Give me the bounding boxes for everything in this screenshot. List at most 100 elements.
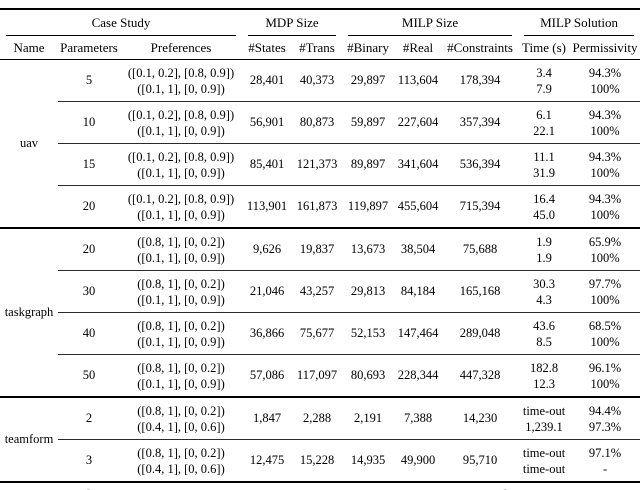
cell-trans: 43,257 [292, 270, 343, 313]
cell-parameters: 20 [58, 185, 120, 228]
cell-constraints: 165,168 [442, 270, 519, 313]
cell-preferences: ([0.8, 1], [0, 0.2]) ([0.4, 1], [0, 0.6]… [120, 439, 242, 482]
col-name: Name [0, 36, 58, 60]
preference-line: ([0.1, 1], [0, 0.9]) [137, 292, 225, 307]
cell-time: 11.1 31.9 [518, 143, 571, 186]
time-line: 30.3 [533, 276, 555, 291]
time-line: 43.6 [533, 318, 555, 333]
cell-preferences: ([0.1, 0.2], [0.8, 0.9]) ([0.1, 1], [0, … [120, 60, 242, 102]
cell-parameters: 20 [58, 227, 120, 271]
cell-preferences: ([0.8, 1], [0, 0.2]) ([0.1, 1], [0, 0.9]… [120, 270, 242, 313]
preference-line: ([0.8, 1], [0, 0.2]) [137, 234, 225, 249]
time-line: 31.9 [533, 165, 555, 180]
cell-constraints: 447,328 [442, 354, 519, 397]
permissivity-line: 94.3% [588, 191, 622, 206]
cell-parameters: 5 [85, 72, 93, 87]
cell-states: 85,401 [242, 143, 292, 186]
cell-preferences: ([0.1, 0.2], [0.8, 0.9]) ([0.1, 1], [0, … [120, 101, 242, 144]
cell-parameters: 40 [58, 312, 120, 355]
cell-permissivity: 97.7% 100% [570, 270, 640, 313]
table-row: teamform 2 ([0.8, 1], [0, 0.2]) ([0.4, 1… [0, 396, 640, 482]
time-line: time-out [522, 403, 566, 418]
preference-line: ([0.1, 0.2], [0.8, 0.9]) [127, 65, 235, 80]
cell-constraints: 95,710 [442, 439, 519, 482]
cell-trans: 15,228 [292, 439, 343, 482]
time-line: time-out [522, 445, 566, 460]
time-line: 22.1 [533, 123, 555, 138]
cell-preferences: ([0.8, 1], [0, 0.2]) ([0.4, 1], [0, 0.6]… [120, 396, 242, 440]
preference-line: ([0.1, 1], [0, 0.9]) [137, 123, 225, 138]
table-row: 3 ([0.8, 1], [0, 0.2]) ([0.4, 1], [0, 0.… [0, 439, 640, 482]
cell-time: 30.3 4.3 [518, 270, 571, 313]
cell-constraints: 289,048 [442, 312, 519, 355]
cell-parameters: 3 [58, 439, 120, 482]
cell-permissivity: 96.1% 100% [570, 354, 640, 397]
col-permissivity: Permissivity [570, 36, 640, 60]
preference-line: ([0.4, 1], [0, 0.6]) [137, 461, 225, 476]
col-states: #States [242, 36, 292, 60]
table-row: 20 ([0.1, 0.2], [0.8, 0.9]) ([0.1, 1], [… [0, 185, 640, 228]
results-table: Case Study MDP Size MILP Size MILP Solut… [0, 8, 640, 483]
cell-states: 36,866 [242, 312, 292, 355]
permissivity-line: 100% [590, 292, 620, 307]
cell-real: 455,604 [394, 185, 443, 228]
preference-line: ([0.1, 1], [0, 0.9]) [137, 334, 225, 349]
time-line: 6.1 [536, 107, 552, 122]
cell-permissivity: 65.9% 100% [570, 227, 640, 271]
cell-constraints: 14,230 [442, 396, 519, 440]
permissivity-line: 100% [590, 123, 620, 138]
cell-states: 9,626 [242, 227, 292, 271]
time-line: 182.8 [529, 360, 559, 375]
table-row: 40 ([0.8, 1], [0, 0.2]) ([0.1, 1], [0, 0… [0, 312, 640, 355]
cell-constraints: 536,394 [442, 143, 519, 186]
cell-real: 341,604 [394, 143, 443, 186]
cell-preferences: ([0.8, 1], [0, 0.2]) ([0.1, 1], [0, 0.9]… [120, 227, 242, 271]
group-header-row: Case Study MDP Size MILP Size MILP Solut… [0, 9, 640, 36]
permissivity-line: 100% [590, 376, 620, 391]
col-constraints: #Constraints [442, 36, 519, 60]
group-milp-size: MILP Size [342, 9, 518, 36]
cell-constraints: 75,688 [442, 227, 519, 271]
table-row: uav 5 ([0.1, 0.2], [0.8, 0.9]) ([0.1, 1]… [0, 60, 640, 150]
permissivity-line: 100% [590, 334, 620, 349]
cell-time: 1.9 1.9 [518, 227, 571, 271]
preference-line: ([0.1, 1], [0, 0.9]) [137, 376, 225, 391]
cell-case-name: teamform [0, 396, 58, 482]
time-line: 16.4 [533, 191, 555, 206]
permissivity-line: 100% [590, 165, 620, 180]
cell-permissivity: 94.3% 100% [570, 60, 640, 102]
permissivity-line: 100% [590, 81, 620, 96]
cell-permissivity: 97.1% - [570, 439, 640, 482]
preference-line: ([0.8, 1], [0, 0.2]) [137, 318, 225, 333]
cell-parameters: 50 [58, 354, 120, 397]
cell-trans: 80,873 [292, 101, 343, 144]
preference-line: ([0.1, 1], [0, 0.9]) [137, 250, 225, 265]
time-line: 8.5 [536, 334, 552, 349]
time-line: time-out [522, 461, 566, 476]
col-binary: #Binary [342, 36, 395, 60]
time-line: 1,239.1 [525, 419, 563, 434]
cell-trans: 2,288 [292, 396, 343, 440]
cell-binary: 2,191 [342, 396, 395, 440]
cell-states: 56,901 [242, 101, 292, 144]
cell-time: 43.6 8.5 [518, 312, 571, 355]
cell-trans: 19,837 [292, 227, 343, 271]
cell-binary: 59,897 [342, 101, 395, 144]
cell-states: 1,847 [242, 396, 292, 440]
preference-line: ([0.8, 1], [0, 0.2]) [137, 403, 225, 418]
cell-time: time-out time-out [518, 439, 571, 482]
preference-line: ([0.1, 1], [0, 0.9]) [137, 165, 225, 180]
col-trans: #Trans [292, 36, 343, 60]
preference-line: ([0.8, 1], [0, 0.2]) [137, 360, 225, 375]
col-time: Time (s) [518, 36, 571, 60]
permissivity-line: 96.1% [588, 360, 622, 375]
group-case-study: Case Study [0, 9, 242, 36]
time-line: 3.4 [536, 65, 552, 80]
cell-preferences: ([0.1, 0.2], [0.8, 0.9]) ([0.1, 1], [0, … [120, 143, 242, 186]
time-line: 11.1 [533, 149, 555, 164]
cell-parameters: 2 [58, 396, 120, 440]
cell-real: 84,184 [394, 270, 443, 313]
permissivity-line: 97.7% [588, 276, 622, 291]
time-line: 45.0 [533, 207, 555, 222]
preference-line: ([0.1, 0.2], [0.8, 0.9]) [127, 191, 235, 206]
